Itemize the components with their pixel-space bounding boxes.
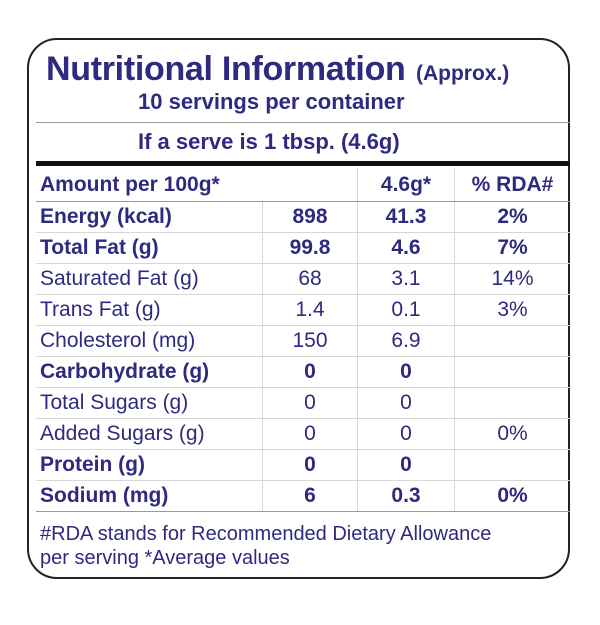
header-rda: % RDA#: [454, 168, 570, 202]
value-per-100g: 898: [262, 201, 358, 233]
nutrient-name: Saturated Fat (g): [36, 263, 263, 295]
title-approx: (Approx.): [415, 62, 510, 85]
value-rda: [454, 449, 570, 481]
value-per-100g: 150: [262, 325, 358, 357]
value-per-serve: 0: [357, 449, 455, 481]
value-per-100g: 0: [262, 449, 358, 481]
table-row: Cholesterol (mg) 150 6.9: [36, 325, 570, 357]
serving-size: If a serve is 1 tbsp. (4.6g): [138, 129, 400, 154]
value-per-serve: 0: [357, 387, 455, 419]
nutrient-name: Carbohydrate (g): [36, 356, 263, 388]
table-row: Saturated Fat (g) 68 3.1 14%: [36, 263, 570, 295]
value-per-serve: 0: [357, 356, 455, 388]
nutrient-name: Energy (kcal): [36, 201, 263, 233]
value-rda: 14%: [454, 263, 570, 295]
value-rda: 0%: [454, 418, 570, 450]
value-per-serve: 4.6: [357, 232, 455, 264]
value-per-100g: 0: [262, 387, 358, 419]
value-rda: [454, 387, 570, 419]
nutrient-name: Added Sugars (g): [36, 418, 263, 450]
value-per-serve: 3.1: [357, 263, 455, 295]
header-amount-per-100g: Amount per 100g*: [36, 168, 263, 202]
divider-top: [36, 122, 570, 123]
value-rda: [454, 325, 570, 357]
nutrient-name: Total Fat (g): [36, 232, 263, 264]
label-title: Nutritional Information (Approx.): [46, 50, 509, 89]
table-row: Sodium (mg) 6 0.3 0%: [36, 480, 570, 512]
nutrition-table: Amount per 100g* 4.6g* % RDA# Energy (kc…: [36, 168, 570, 512]
nutrient-name: Cholesterol (mg): [36, 325, 263, 357]
value-per-100g: 1.4: [262, 294, 358, 326]
divider-thick: [36, 161, 570, 166]
nutrient-name: Trans Fat (g): [36, 294, 263, 326]
value-per-100g: 0: [262, 418, 358, 450]
table-row: Total Sugars (g) 0 0: [36, 387, 570, 419]
table-row: Trans Fat (g) 1.4 0.1 3%: [36, 294, 570, 326]
value-rda: 2%: [454, 201, 570, 233]
value-per-100g: 0: [262, 356, 358, 388]
footnote-line-2: per serving *Average values: [40, 547, 290, 569]
value-rda: 3%: [454, 294, 570, 326]
value-per-serve: 0: [357, 418, 455, 450]
nutrient-name: Sodium (mg): [36, 480, 263, 512]
header-blank: [262, 168, 358, 202]
table-row: Added Sugars (g) 0 0 0%: [36, 418, 570, 450]
value-per-100g: 99.8: [262, 232, 358, 264]
servings-per-container: 10 servings per container: [138, 89, 405, 114]
value-rda: [454, 356, 570, 388]
value-per-serve: 0.1: [357, 294, 455, 326]
table-header-row: Amount per 100g* 4.6g* % RDA#: [36, 168, 570, 202]
table-row: Protein (g) 0 0: [36, 449, 570, 481]
footnote-line-1: #RDA stands for Recommended Dietary Allo…: [40, 523, 492, 545]
table-row: Carbohydrate (g) 0 0: [36, 356, 570, 388]
value-rda: 7%: [454, 232, 570, 264]
value-rda: 0%: [454, 480, 570, 512]
footnote: #RDA stands for Recommended Dietary Allo…: [40, 522, 491, 570]
header-per-serve: 4.6g*: [357, 168, 455, 202]
value-per-serve: 41.3: [357, 201, 455, 233]
value-per-serve: 6.9: [357, 325, 455, 357]
value-per-100g: 6: [262, 480, 358, 512]
nutrient-name: Protein (g): [36, 449, 263, 481]
table-row: Total Fat (g) 99.8 4.6 7%: [36, 232, 570, 264]
table-row: Energy (kcal) 898 41.3 2%: [36, 201, 570, 233]
nutrient-name: Total Sugars (g): [36, 387, 263, 419]
value-per-serve: 0.3: [357, 480, 455, 512]
title-main: Nutritional Information: [46, 50, 406, 88]
value-per-100g: 68: [262, 263, 358, 295]
